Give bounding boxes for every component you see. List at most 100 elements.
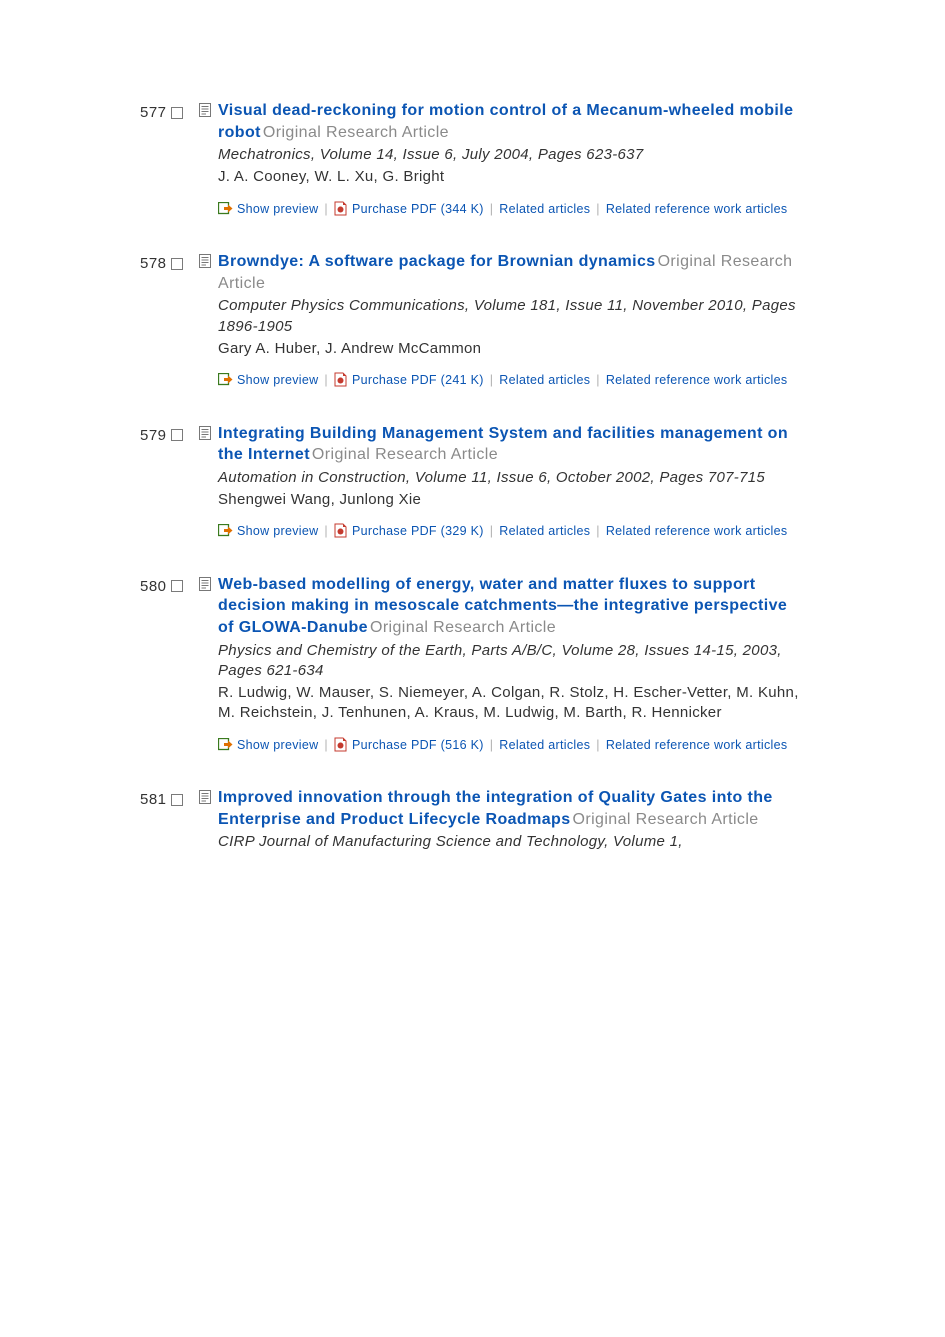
show-preview-link[interactable]: Show preview bbox=[237, 738, 318, 752]
result-index: 577 bbox=[140, 104, 167, 121]
publication-date: October 2002 bbox=[556, 469, 651, 486]
separator: | bbox=[490, 524, 494, 538]
pdf-icon bbox=[334, 372, 348, 395]
purchase-pdf-link[interactable]: Purchase PDF (516 K) bbox=[352, 738, 484, 752]
separator: | bbox=[596, 738, 600, 752]
authors: R. Ludwig, W. Mauser, S. Niemeyer, A. Co… bbox=[218, 683, 805, 724]
volume-issue: Volume 14, Issue 6 bbox=[320, 146, 453, 163]
separator: | bbox=[324, 202, 328, 216]
result-index-column: 579 bbox=[140, 423, 198, 444]
action-row: Show preview | Purchase PDF (241 K) | Relate… bbox=[218, 369, 805, 395]
search-result: 578 Browndye: A software package for Brow… bbox=[140, 251, 805, 394]
article-title-link[interactable]: Browndye: A software package for Brownia… bbox=[218, 253, 656, 270]
result-index: 578 bbox=[140, 255, 167, 272]
source-line: CIRP Journal of Manufacturing Science an… bbox=[218, 832, 805, 852]
action-row: Show preview | Purchase PDF (344 K) | Relate… bbox=[218, 198, 805, 224]
result-index: 580 bbox=[140, 578, 167, 595]
document-icon bbox=[198, 102, 216, 118]
select-result-checkbox[interactable] bbox=[171, 580, 183, 592]
title-line: Improved innovation through the integrat… bbox=[218, 787, 805, 830]
purchase-pdf-link[interactable]: Purchase PDF (344 K) bbox=[352, 202, 484, 216]
separator: | bbox=[596, 373, 600, 387]
pages: Pages 623-637 bbox=[538, 146, 644, 163]
related-articles-link[interactable]: Related articles bbox=[499, 373, 590, 387]
preview-icon bbox=[218, 201, 233, 224]
search-result: 579 Integrating Building Management Syste… bbox=[140, 423, 805, 546]
journal-name: Automation in Construction bbox=[218, 469, 406, 486]
journal-name: Mechatronics bbox=[218, 146, 311, 163]
result-index-column: 581 bbox=[140, 787, 198, 808]
article-type-label: Original Research Article bbox=[263, 124, 449, 141]
purchase-pdf-link[interactable]: Purchase PDF (329 K) bbox=[352, 524, 484, 538]
journal-name: Computer Physics Communications bbox=[218, 297, 465, 314]
related-articles-link[interactable]: Related articles bbox=[499, 738, 590, 752]
title-line: Integrating Building Management System a… bbox=[218, 423, 805, 466]
pages: Pages 707-715 bbox=[659, 469, 765, 486]
separator: | bbox=[490, 738, 494, 752]
journal-name: CIRP Journal of Manufacturing Science an… bbox=[218, 833, 604, 850]
related-articles-link[interactable]: Related articles bbox=[499, 524, 590, 538]
pdf-icon bbox=[334, 523, 348, 546]
purchase-pdf-link[interactable]: Purchase PDF (241 K) bbox=[352, 373, 484, 387]
separator: | bbox=[596, 202, 600, 216]
preview-icon bbox=[218, 372, 233, 395]
publication-date: 2003 bbox=[743, 642, 778, 659]
action-row: Show preview | Purchase PDF (516 K) | Relate… bbox=[218, 734, 805, 760]
document-icon bbox=[198, 576, 216, 592]
article-type-label: Original Research Article bbox=[312, 446, 498, 463]
search-results-list: 577 Visual dead-reckoning for motion cont… bbox=[140, 100, 805, 853]
show-preview-link[interactable]: Show preview bbox=[237, 524, 318, 538]
authors: J. A. Cooney, W. L. Xu, G. Bright bbox=[218, 167, 805, 187]
source-line: Physics and Chemistry of the Earth, Part… bbox=[218, 641, 805, 682]
volume-issue: Volume 181, Issue 11 bbox=[474, 297, 623, 314]
article-type-label: Original Research Article bbox=[370, 619, 556, 636]
authors: Gary A. Huber, J. Andrew McCammon bbox=[218, 339, 805, 359]
separator: | bbox=[324, 738, 328, 752]
search-result: 577 Visual dead-reckoning for motion cont… bbox=[140, 100, 805, 223]
select-result-checkbox[interactable] bbox=[171, 107, 183, 119]
result-content: Integrating Building Management System a… bbox=[218, 423, 805, 546]
preview-icon bbox=[218, 737, 233, 760]
separator: | bbox=[596, 524, 600, 538]
preview-icon bbox=[218, 523, 233, 546]
article-title-link[interactable]: Integrating Building Management System a… bbox=[218, 425, 788, 464]
title-line: Web-based modelling of energy, water and… bbox=[218, 574, 805, 639]
pdf-icon bbox=[334, 201, 348, 224]
result-content: Improved innovation through the integrat… bbox=[218, 787, 805, 852]
related-reference-link[interactable]: Related reference work articles bbox=[606, 202, 788, 216]
select-result-checkbox[interactable] bbox=[171, 429, 183, 441]
volume-issue: Volume 28, Issues 14-15 bbox=[561, 642, 733, 659]
select-result-checkbox[interactable] bbox=[171, 258, 183, 270]
related-reference-link[interactable]: Related reference work articles bbox=[606, 738, 788, 752]
show-preview-link[interactable]: Show preview bbox=[237, 202, 318, 216]
document-icon bbox=[198, 425, 216, 441]
article-type-label: Original Research Article bbox=[573, 811, 759, 828]
title-line: Browndye: A software package for Brownia… bbox=[218, 251, 805, 294]
volume-issue: Volume 1, bbox=[613, 833, 683, 850]
result-content: Visual dead-reckoning for motion control… bbox=[218, 100, 805, 223]
document-icon bbox=[198, 789, 216, 805]
publication-date: July 2004 bbox=[462, 146, 529, 163]
result-index-column: 580 bbox=[140, 574, 198, 595]
show-preview-link[interactable]: Show preview bbox=[237, 373, 318, 387]
title-line: Visual dead-reckoning for motion control… bbox=[218, 100, 805, 143]
volume-issue: Volume 11, Issue 6 bbox=[415, 469, 547, 486]
result-index: 579 bbox=[140, 427, 167, 444]
document-icon bbox=[198, 253, 216, 269]
related-articles-link[interactable]: Related articles bbox=[499, 202, 590, 216]
source-line: Automation in Construction, Volume 11, I… bbox=[218, 468, 805, 488]
separator: | bbox=[490, 373, 494, 387]
pdf-icon bbox=[334, 737, 348, 760]
search-result: 581 Improved innovation through the integ… bbox=[140, 787, 805, 852]
separator: | bbox=[324, 524, 328, 538]
related-reference-link[interactable]: Related reference work articles bbox=[606, 373, 788, 387]
result-content: Web-based modelling of energy, water and… bbox=[218, 574, 805, 759]
result-index: 581 bbox=[140, 791, 167, 808]
result-index-column: 577 bbox=[140, 100, 198, 121]
publication-date: November 2010 bbox=[632, 297, 743, 314]
select-result-checkbox[interactable] bbox=[171, 794, 183, 806]
source-line: Mechatronics, Volume 14, Issue 6, July 2… bbox=[218, 145, 805, 165]
pages: Pages 621-634 bbox=[218, 662, 324, 679]
related-reference-link[interactable]: Related reference work articles bbox=[606, 524, 788, 538]
action-row: Show preview | Purchase PDF (329 K) | Relate… bbox=[218, 520, 805, 546]
